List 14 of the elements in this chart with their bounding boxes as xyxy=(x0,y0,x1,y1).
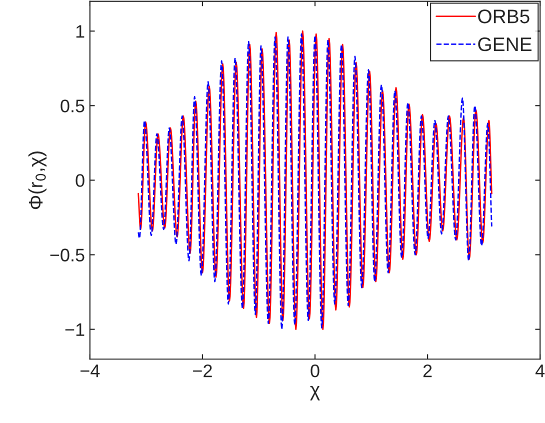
legend-label: ORB5 xyxy=(478,10,530,24)
x-axis-title: χ xyxy=(310,386,320,400)
legend-label: GENE xyxy=(478,37,532,52)
x-tick-label: −4 xyxy=(80,364,100,378)
y-tick-label: −0.5 xyxy=(50,248,84,262)
y-tick-label: 0 xyxy=(76,174,84,187)
x-tick-label: −2 xyxy=(193,364,212,378)
y-tick-label: 1 xyxy=(76,25,84,38)
y-tick-label: −1 xyxy=(65,323,84,336)
y-tick-label: 0.5 xyxy=(60,100,84,112)
x-tick-label: 4 xyxy=(535,364,545,378)
x-tick-label: 0 xyxy=(310,364,320,378)
x-tick-label: 2 xyxy=(423,364,432,378)
y-axis-title: Φ(r$_{0}$,χ) xyxy=(28,152,46,210)
